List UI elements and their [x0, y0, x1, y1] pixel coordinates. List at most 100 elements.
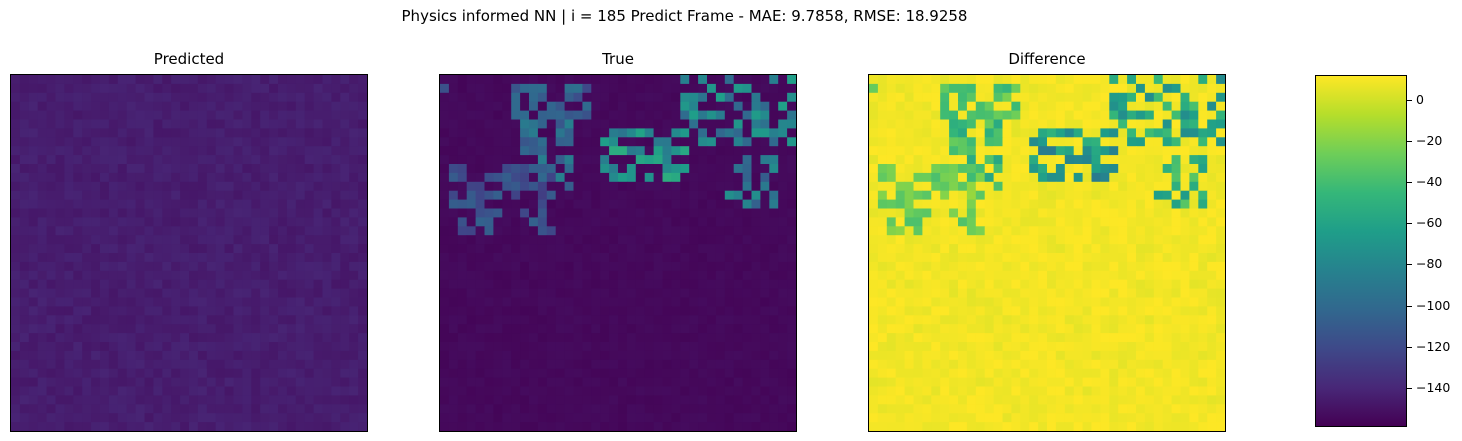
difference-cell [1162, 110, 1172, 120]
predicted-cell [304, 226, 314, 236]
true-cell [600, 92, 610, 103]
predicted-cell [11, 279, 21, 289]
predicted-cell [340, 297, 350, 307]
true-cell [751, 253, 761, 263]
predicted-cell [215, 253, 225, 263]
true-cell [724, 342, 735, 352]
true-cell [448, 422, 459, 431]
predicted-cell [295, 190, 306, 200]
predicted-cell [126, 270, 136, 281]
true-cell [653, 217, 663, 227]
true-cell [484, 270, 494, 281]
true-cell [689, 306, 699, 316]
true-cell [555, 368, 565, 378]
predicted-cell [197, 404, 208, 414]
difference-cell [904, 270, 914, 281]
predicted-cell [37, 324, 47, 334]
predicted-cell [19, 261, 30, 272]
difference-cell [1118, 226, 1128, 236]
difference-cell [1020, 119, 1030, 129]
difference-cell [966, 386, 977, 396]
predicted-cell [82, 413, 92, 423]
true-cell [742, 146, 752, 156]
true-cell [662, 190, 672, 200]
predicted-cell [100, 404, 110, 414]
true-cell [653, 172, 663, 183]
predicted-cell [251, 359, 261, 370]
true-cell [707, 306, 717, 316]
predicted-cell [349, 279, 359, 289]
predicted-cell [278, 350, 288, 361]
true-cell [546, 359, 557, 370]
predicted-cell [206, 146, 217, 156]
true-cell [715, 190, 726, 200]
difference-cell [1011, 110, 1021, 120]
true-cell [778, 217, 788, 227]
difference-cell [1020, 261, 1030, 272]
predicted-cell [117, 386, 128, 396]
difference-cell [1100, 315, 1110, 325]
true-cell [751, 279, 761, 289]
true-cell [440, 297, 450, 307]
difference-cell [877, 404, 888, 414]
difference-cell [1189, 342, 1199, 352]
true-cell [769, 199, 779, 209]
difference-cell [1064, 324, 1075, 334]
true-cell [680, 92, 690, 103]
true-cell [493, 172, 503, 183]
predicted-cell [331, 306, 341, 316]
difference-cell [886, 190, 897, 200]
true-cell [591, 235, 601, 245]
predicted-cell [260, 244, 270, 254]
predicted-cell [340, 235, 350, 245]
predicted-cell [189, 261, 199, 272]
difference-cell [975, 155, 986, 165]
difference-cell [869, 359, 879, 370]
true-cell [564, 377, 574, 387]
predicted-cell [117, 119, 128, 129]
difference-cell [904, 342, 914, 352]
difference-cell [1082, 342, 1092, 352]
true-cell [520, 83, 530, 94]
true-cell [618, 226, 628, 236]
difference-cell [1020, 110, 1030, 120]
predicted-cell [304, 92, 314, 103]
true-cell [511, 226, 521, 236]
difference-cell [949, 226, 959, 236]
predicted-cell [340, 110, 350, 120]
predicted-cell [331, 315, 341, 325]
difference-cell [966, 359, 977, 370]
true-cell [475, 244, 485, 254]
true-cell [778, 226, 788, 236]
difference-cell [1171, 75, 1181, 85]
predicted-cell [224, 315, 234, 325]
predicted-cell [162, 413, 172, 423]
predicted-cell [153, 244, 163, 254]
true-cell [546, 199, 557, 209]
predicted-cell [126, 306, 136, 316]
difference-cell [1073, 324, 1083, 334]
predicted-cell [313, 155, 323, 165]
predicted-cell [295, 377, 306, 387]
true-cell [609, 83, 619, 94]
true-cell [671, 244, 681, 254]
true-cell [698, 359, 708, 370]
difference-cell [949, 315, 959, 325]
predicted-cell [126, 217, 136, 227]
true-cell [626, 92, 637, 103]
true-cell [582, 244, 592, 254]
true-cell [555, 413, 565, 423]
predicted-cell [91, 164, 101, 174]
predicted-cell [349, 333, 359, 343]
true-cell [680, 297, 690, 307]
true-cell [475, 101, 485, 111]
predicted-cell [286, 377, 297, 387]
true-cell [493, 377, 503, 387]
true-cell [582, 395, 592, 405]
difference-cell [975, 146, 986, 156]
true-cell [600, 128, 610, 138]
predicted-cell [108, 350, 119, 361]
true-cell [564, 333, 574, 343]
predicted-cell [100, 413, 110, 423]
predicted-cell [108, 190, 119, 200]
